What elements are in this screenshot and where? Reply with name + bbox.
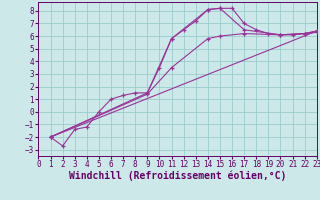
X-axis label: Windchill (Refroidissement éolien,°C): Windchill (Refroidissement éolien,°C) (69, 171, 286, 181)
